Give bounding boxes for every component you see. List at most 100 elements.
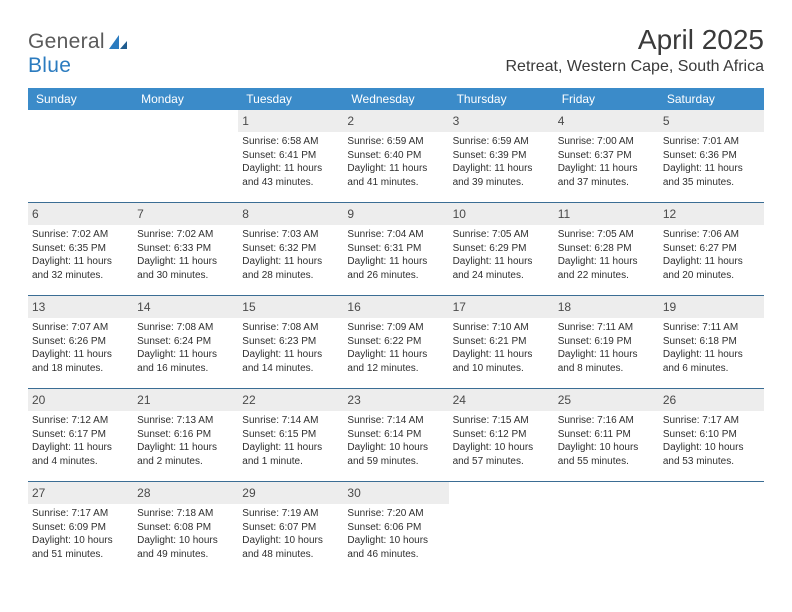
day-cell	[28, 110, 133, 202]
day-of-week-label: Friday	[554, 88, 659, 110]
day-number-bar: 1	[238, 110, 343, 132]
logo-word-1: General	[28, 30, 105, 53]
day-number-bar: 27	[28, 482, 133, 504]
day-cell: 4 Sunrise: 7:00 AMSunset: 6:37 PMDaylight…	[554, 110, 659, 202]
location-text: Retreat, Western Cape, South Africa	[506, 58, 765, 76]
day-cell: 14 Sunrise: 7:08 AMSunset: 6:24 PMDayligh…	[133, 296, 238, 388]
day-cell: 10 Sunrise: 7:05 AMSunset: 6:29 PMDayligh…	[449, 203, 554, 295]
day-entry: Sunrise: 7:11 AMSunset: 6:19 PMDaylight:…	[558, 321, 655, 375]
day-number-bar: 23	[343, 389, 448, 411]
day-entry: Sunrise: 7:19 AMSunset: 6:07 PMDaylight:…	[242, 507, 339, 561]
day-cell: 24 Sunrise: 7:15 AMSunset: 6:12 PMDayligh…	[449, 389, 554, 481]
day-number-bar: 29	[238, 482, 343, 504]
day-of-week-label: Monday	[133, 88, 238, 110]
week-row: 13Sunrise: 7:07 AMSunset: 6:26 PMDayligh…	[28, 295, 764, 388]
day-number: 17	[453, 300, 466, 314]
day-number: 18	[558, 300, 571, 314]
day-number: 8	[242, 207, 249, 221]
logo-word-2: Blue	[28, 54, 71, 77]
logo: General Blue	[28, 30, 129, 78]
day-cell: 13Sunrise: 7:07 AMSunset: 6:26 PMDayligh…	[28, 296, 133, 388]
day-cell: 15Sunrise: 7:08 AMSunset: 6:23 PMDayligh…	[238, 296, 343, 388]
day-number: 6	[32, 207, 39, 221]
day-number: 27	[32, 486, 45, 500]
day-cell: 25Sunrise: 7:16 AMSunset: 6:11 PMDayligh…	[554, 389, 659, 481]
day-entry: Sunrise: 7:02 AMSunset: 6:35 PMDaylight:…	[32, 228, 129, 282]
day-number-bar: 11	[554, 203, 659, 225]
day-entry: Sunrise: 7:01 AMSunset: 6:36 PMDaylight:…	[663, 135, 760, 189]
day-entry: Sunrise: 7:15 AMSunset: 6:12 PMDaylight:…	[453, 414, 550, 468]
day-entry: Sunrise: 6:59 AMSunset: 6:39 PMDaylight:…	[453, 135, 550, 189]
calendar-grid: SundayMondayTuesdayWednesdayThursdayFrid…	[28, 88, 764, 574]
day-number-bar: 13	[28, 296, 133, 318]
day-number-bar: 21	[133, 389, 238, 411]
day-number-bar: 22	[238, 389, 343, 411]
day-entry: Sunrise: 7:08 AMSunset: 6:24 PMDaylight:…	[137, 321, 234, 375]
day-entry: Sunrise: 7:03 AMSunset: 6:32 PMDaylight:…	[242, 228, 339, 282]
day-number-bar: 3	[449, 110, 554, 132]
day-number: 20	[32, 393, 45, 407]
weeks-container: 1 Sunrise: 6:58 AMSunset: 6:41 PMDaylight…	[28, 110, 764, 574]
day-cell: 3 Sunrise: 6:59 AMSunset: 6:39 PMDaylight…	[449, 110, 554, 202]
day-cell: 17 Sunrise: 7:10 AMSunset: 6:21 PMDayligh…	[449, 296, 554, 388]
day-entry: Sunrise: 7:00 AMSunset: 6:37 PMDaylight:…	[558, 135, 655, 189]
day-number: 19	[663, 300, 676, 314]
day-cell: 23 Sunrise: 7:14 AMSunset: 6:14 PMDayligh…	[343, 389, 448, 481]
day-number-bar: 24	[449, 389, 554, 411]
day-cell	[449, 482, 554, 574]
day-number-bar: 8	[238, 203, 343, 225]
day-entry: Sunrise: 7:06 AMSunset: 6:27 PMDaylight:…	[663, 228, 760, 282]
day-number-bar: 10	[449, 203, 554, 225]
day-number-bar: 26	[659, 389, 764, 411]
logo-sail-icon	[107, 33, 129, 51]
day-number: 29	[242, 486, 255, 500]
day-entry: Sunrise: 7:10 AMSunset: 6:21 PMDaylight:…	[453, 321, 550, 375]
day-number-bar: 28	[133, 482, 238, 504]
day-cell: 11 Sunrise: 7:05 AMSunset: 6:28 PMDayligh…	[554, 203, 659, 295]
day-number: 14	[137, 300, 150, 314]
day-entry: Sunrise: 7:02 AMSunset: 6:33 PMDaylight:…	[137, 228, 234, 282]
day-number: 23	[347, 393, 360, 407]
day-number: 24	[453, 393, 466, 407]
day-cell: 29 Sunrise: 7:19 AMSunset: 6:07 PMDayligh…	[238, 482, 343, 574]
day-cell: 1 Sunrise: 6:58 AMSunset: 6:41 PMDaylight…	[238, 110, 343, 202]
day-entry: Sunrise: 7:13 AMSunset: 6:16 PMDaylight:…	[137, 414, 234, 468]
day-cell: 12Sunrise: 7:06 AMSunset: 6:27 PMDayligh…	[659, 203, 764, 295]
day-cell: 5 Sunrise: 7:01 AMSunset: 6:36 PMDaylight…	[659, 110, 764, 202]
day-entry: Sunrise: 7:05 AMSunset: 6:28 PMDaylight:…	[558, 228, 655, 282]
day-cell: 16Sunrise: 7:09 AMSunset: 6:22 PMDayligh…	[343, 296, 448, 388]
day-entry: Sunrise: 7:14 AMSunset: 6:14 PMDaylight:…	[347, 414, 444, 468]
day-entry: Sunrise: 6:58 AMSunset: 6:41 PMDaylight:…	[242, 135, 339, 189]
day-cell: 27 Sunrise: 7:17 AMSunset: 6:09 PMDayligh…	[28, 482, 133, 574]
day-cell: 26Sunrise: 7:17 AMSunset: 6:10 PMDayligh…	[659, 389, 764, 481]
logo-text: General Blue	[28, 30, 129, 78]
day-cell: 6 Sunrise: 7:02 AMSunset: 6:35 PMDaylight…	[28, 203, 133, 295]
day-entry: Sunrise: 7:04 AMSunset: 6:31 PMDaylight:…	[347, 228, 444, 282]
day-cell: 20Sunrise: 7:12 AMSunset: 6:17 PMDayligh…	[28, 389, 133, 481]
day-cell: 21 Sunrise: 7:13 AMSunset: 6:16 PMDayligh…	[133, 389, 238, 481]
header-right: April 2025 Retreat, Western Cape, South …	[506, 24, 765, 82]
day-number: 11	[558, 207, 570, 221]
day-entry: Sunrise: 7:11 AMSunset: 6:18 PMDaylight:…	[663, 321, 760, 375]
day-number-bar: 20	[28, 389, 133, 411]
day-number-bar: 14	[133, 296, 238, 318]
day-number: 13	[32, 300, 45, 314]
day-number: 2	[347, 114, 354, 128]
day-of-week-label: Sunday	[28, 88, 133, 110]
day-number-bar: 15	[238, 296, 343, 318]
day-number: 9	[347, 207, 354, 221]
week-row: 1 Sunrise: 6:58 AMSunset: 6:41 PMDaylight…	[28, 110, 764, 202]
day-number-bar: 7	[133, 203, 238, 225]
day-entry: Sunrise: 7:05 AMSunset: 6:29 PMDaylight:…	[453, 228, 550, 282]
day-number-bar: 5	[659, 110, 764, 132]
day-number-bar: 2	[343, 110, 448, 132]
day-cell: 9 Sunrise: 7:04 AMSunset: 6:31 PMDaylight…	[343, 203, 448, 295]
day-number: 4	[558, 114, 565, 128]
week-row: 27 Sunrise: 7:17 AMSunset: 6:09 PMDayligh…	[28, 481, 764, 574]
day-of-week-header: SundayMondayTuesdayWednesdayThursdayFrid…	[28, 88, 764, 110]
day-entry: Sunrise: 7:17 AMSunset: 6:09 PMDaylight:…	[32, 507, 129, 561]
day-entry: Sunrise: 7:14 AMSunset: 6:15 PMDaylight:…	[242, 414, 339, 468]
day-cell	[554, 482, 659, 574]
day-cell	[659, 482, 764, 574]
day-number-bar: 9	[343, 203, 448, 225]
